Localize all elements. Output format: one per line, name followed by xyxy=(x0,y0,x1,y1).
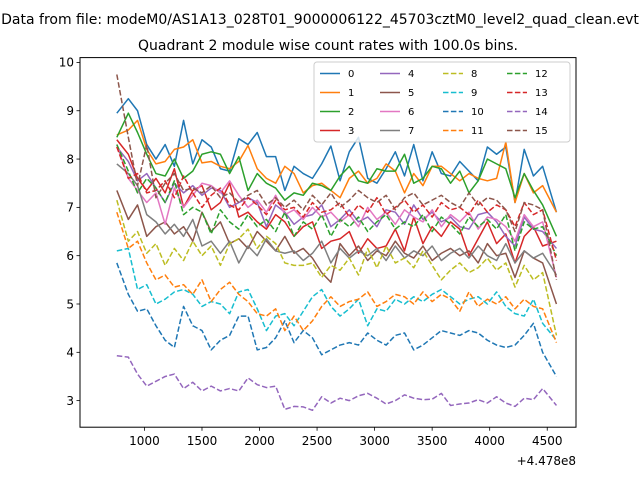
legend-entry-label: 1 xyxy=(348,88,354,99)
legend-entry-label: 3 xyxy=(348,126,354,137)
y-tick-label: 8 xyxy=(66,152,74,166)
legend-entry-label: 11 xyxy=(471,126,484,137)
legend-entry-label: 7 xyxy=(408,126,414,137)
legend-entry-label: 2 xyxy=(348,107,354,118)
x-tick-label: 4500 xyxy=(532,434,563,448)
y-tick-label: 3 xyxy=(66,394,74,408)
x-axis: 1000 1500 2000 2500 3000 3500 4000 4500 xyxy=(129,427,563,448)
y-tick-label: 5 xyxy=(66,297,74,311)
y-tick-label: 9 xyxy=(66,104,74,118)
x-offset-label: +4.478e8 xyxy=(517,454,576,468)
series-line-4 xyxy=(116,146,558,249)
legend-entry-label: 6 xyxy=(408,107,414,118)
series-line-0 xyxy=(116,97,558,213)
legend-entry-label: 9 xyxy=(471,88,477,99)
series-line-14 xyxy=(116,354,558,412)
series-line-11 xyxy=(116,211,558,343)
legend-entry-label: 4 xyxy=(408,69,414,80)
x-tick-label: 2000 xyxy=(244,434,275,448)
series-line-2 xyxy=(116,112,558,237)
y-axis: 3 4 5 6 7 8 9 10 xyxy=(59,56,80,408)
legend-entry-label: 12 xyxy=(535,69,548,80)
series-line-6 xyxy=(116,144,558,278)
series-line-15 xyxy=(116,74,558,280)
y-tick-label: 10 xyxy=(59,56,74,70)
figure-suptitle: Data from file: modeM0/AS1A13_028T01_900… xyxy=(1,12,639,28)
chart-title: Quadrant 2 module wise count rates with … xyxy=(138,38,518,54)
x-tick-label: 3000 xyxy=(359,434,390,448)
plot-area-frame xyxy=(79,57,577,428)
series-line-12 xyxy=(116,144,558,257)
legend-entry-label: 15 xyxy=(535,126,548,137)
x-tick-label: 1500 xyxy=(187,434,218,448)
series-line-10 xyxy=(116,262,558,377)
series-line-5 xyxy=(116,190,558,305)
series-line-13 xyxy=(116,146,558,261)
legend-entry-label: 10 xyxy=(471,107,484,118)
y-tick-label: 6 xyxy=(66,249,74,263)
y-tick-label: 4 xyxy=(66,346,74,360)
legend-entry-label: 14 xyxy=(535,107,548,118)
series-line-7 xyxy=(116,163,558,276)
series-line-3 xyxy=(116,139,557,264)
x-tick-label: 1000 xyxy=(129,434,160,448)
x-tick-label: 2500 xyxy=(302,434,333,448)
series-line-9 xyxy=(116,247,558,341)
legend-entry-label: 8 xyxy=(471,69,477,80)
legend-frame xyxy=(313,61,571,143)
legend-entry-label: 13 xyxy=(535,88,548,99)
series-line-8 xyxy=(116,199,558,336)
legend-entry-label: 5 xyxy=(408,88,414,99)
x-tick-label: 4000 xyxy=(474,434,505,448)
legend-entry-label: 0 xyxy=(348,69,354,80)
x-tick-label: 3500 xyxy=(417,434,448,448)
y-tick-label: 7 xyxy=(66,201,74,215)
series-lines xyxy=(116,74,558,412)
